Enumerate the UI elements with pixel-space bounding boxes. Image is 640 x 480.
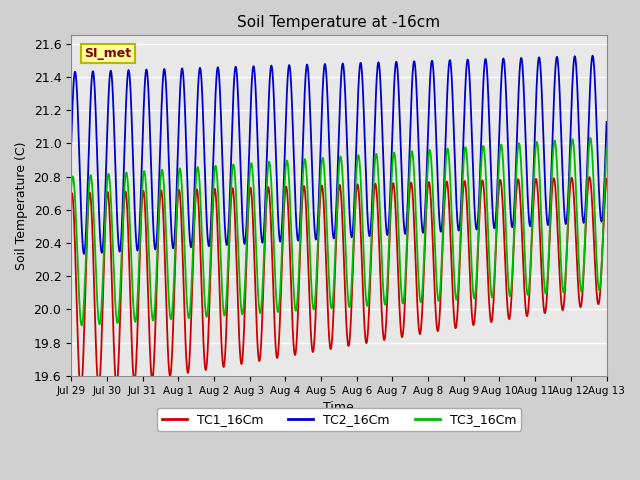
TC1_16Cm [67,194,75,200]
TC2_16Cm [67,142,75,148]
Legend: TC1_16Cm, TC2_16Cm, TC3_16Cm: TC1_16Cm, TC2_16Cm, TC3_16Cm [157,408,521,431]
Title: Soil Temperature at -16cm: Soil Temperature at -16cm [237,15,440,30]
TC1_16Cm [602,180,610,186]
TC3_16Cm [586,135,594,141]
Y-axis label: Soil Temperature (C): Soil Temperature (C) [15,142,28,270]
TC2_16Cm [602,133,610,139]
Line: TC3_16Cm: TC3_16Cm [71,138,607,325]
TC2_16Cm [589,53,596,59]
Line: TC2_16Cm: TC2_16Cm [71,56,607,254]
TC1_16Cm [77,388,84,394]
TC3_16Cm [490,290,497,296]
TC3_16Cm [603,146,611,152]
TC3_16Cm [319,155,326,161]
TC3_16Cm [602,154,610,160]
X-axis label: Time: Time [323,401,354,414]
TC2_16Cm [490,216,497,222]
TC2_16Cm [319,84,326,90]
TC2_16Cm [603,119,611,125]
TC3_16Cm [67,186,75,192]
TC2_16Cm [164,117,172,123]
TC2_16Cm [80,251,88,257]
TC1_16Cm [490,305,497,311]
TC1_16Cm [429,249,437,255]
TC2_16Cm [429,65,437,71]
Line: TC1_16Cm: TC1_16Cm [71,177,607,391]
Text: SI_met: SI_met [84,47,132,60]
TC3_16Cm [164,267,172,273]
TC1_16Cm [459,192,467,198]
TC1_16Cm [603,176,611,182]
TC3_16Cm [429,195,437,201]
TC1_16Cm [164,337,172,343]
TC1_16Cm [319,188,326,193]
TC2_16Cm [459,156,467,162]
TC1_16Cm [586,174,593,180]
TC3_16Cm [459,175,467,181]
TC3_16Cm [78,323,86,328]
